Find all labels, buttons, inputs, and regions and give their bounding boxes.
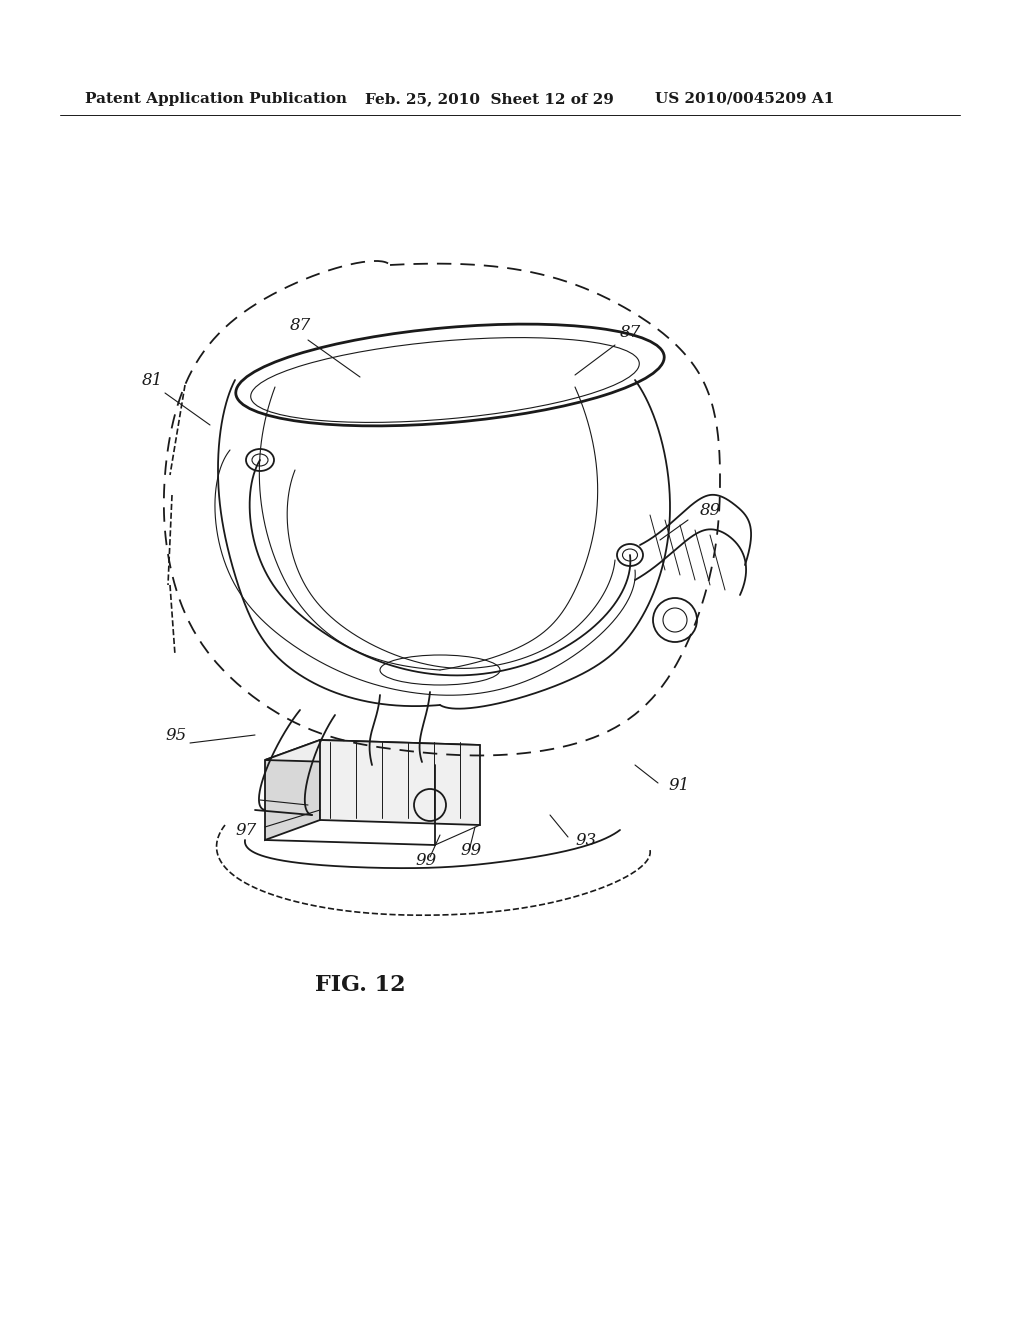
- Text: FIG. 12: FIG. 12: [314, 974, 406, 997]
- Text: Feb. 25, 2010  Sheet 12 of 29: Feb. 25, 2010 Sheet 12 of 29: [365, 92, 613, 106]
- Text: 87: 87: [290, 317, 311, 334]
- Text: 89: 89: [700, 502, 721, 519]
- Text: Patent Application Publication: Patent Application Publication: [85, 92, 347, 106]
- Text: US 2010/0045209 A1: US 2010/0045209 A1: [655, 92, 835, 106]
- Text: 91: 91: [668, 777, 689, 795]
- Text: 99: 99: [415, 851, 436, 869]
- Text: 81: 81: [142, 372, 163, 389]
- Polygon shape: [265, 741, 319, 840]
- Text: 95: 95: [165, 727, 186, 744]
- Text: 93: 93: [575, 832, 596, 849]
- Polygon shape: [319, 741, 480, 825]
- Text: 97: 97: [234, 822, 256, 840]
- Text: 87: 87: [620, 323, 641, 341]
- Polygon shape: [265, 741, 480, 766]
- Text: 99: 99: [460, 842, 481, 859]
